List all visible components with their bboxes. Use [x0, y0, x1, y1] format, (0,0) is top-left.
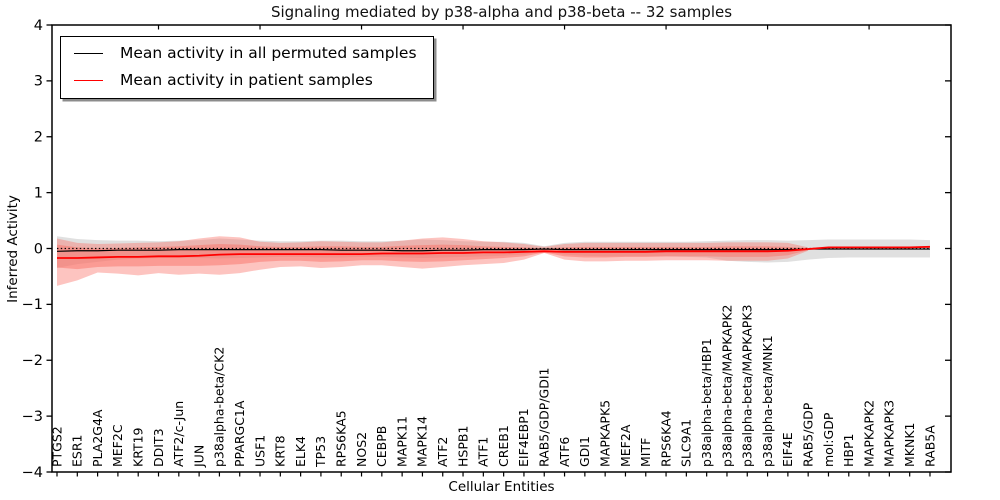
y-tick-label: −2: [22, 353, 43, 369]
x-tick-label: GDI1: [577, 436, 592, 467]
x-tick-label: p38alpha-beta/MAPKAPK3: [740, 305, 755, 468]
x-tick-label: HSPB1: [455, 426, 470, 467]
x-tick-label: MAPK14: [415, 416, 430, 467]
x-tick-label: MKNK1: [902, 423, 917, 467]
y-tick-label: −1: [22, 297, 43, 313]
x-tick-label: USF1: [252, 435, 267, 467]
permuted-mean-line: [56, 248, 930, 252]
y-tick-label: 3: [34, 74, 43, 90]
y-tick-label: 2: [34, 130, 43, 146]
x-tick-label: ATF6: [557, 437, 572, 467]
legend-label-patient: Mean activity in patient samples: [120, 71, 373, 89]
y-tick-label: −4: [22, 465, 43, 481]
x-tick-label: p38alpha-beta/MAPKAPK2: [719, 305, 734, 468]
x-tick-label: MITF: [638, 438, 653, 467]
chart-title: Signaling mediated by p38-alpha and p38-…: [270, 3, 733, 21]
x-tick-label: mol:GDP: [821, 412, 836, 467]
y-tick-label: −3: [22, 409, 43, 425]
x-tick-label: EIF4E: [780, 432, 795, 467]
y-axis-label: Inferred Activity: [5, 195, 21, 303]
x-tick-label: ELK4: [293, 436, 308, 467]
x-tick-label: HBP1: [841, 434, 856, 467]
x-tick-label: EIF4EBP1: [516, 408, 531, 467]
x-tick-label: DDIT3: [151, 428, 166, 467]
x-tick-label: RPS6KA4: [658, 410, 673, 467]
x-tick-label: TP53: [313, 436, 328, 468]
patient-line-swatch: [74, 79, 103, 81]
x-tick-label: RAB5/GDP: [800, 402, 815, 467]
x-tick-label: NOS2: [354, 432, 369, 467]
legend-item-patient: Mean activity in patient samples: [74, 71, 417, 89]
x-tick-label: PLA2G4A: [90, 409, 105, 467]
y-tick-label: 1: [34, 185, 43, 201]
permuted-line-swatch: [74, 52, 103, 54]
x-tick-label: PPARGC1A: [232, 400, 247, 467]
x-tick-label: ATF2: [435, 437, 450, 467]
x-tick-label: MAPKAPK2: [861, 400, 876, 467]
x-tick-label: MAPKAPK3: [882, 400, 897, 467]
x-tick-label: ESR1: [70, 435, 85, 467]
x-tick-label: ATF2/c-Jun: [171, 401, 186, 467]
x-tick-label: RAB5/GDP/GDI1: [537, 368, 552, 467]
x-tick-label: p38alpha-beta/CK2: [212, 347, 227, 467]
x-axis-label: Cellular Entities: [448, 479, 555, 495]
patient-mean-line: [57, 245, 931, 259]
legend-item-permuted: Mean activity in all permuted samples: [74, 44, 417, 62]
y-tick-label: 4: [34, 18, 43, 34]
x-tick-label: MAPK11: [394, 416, 409, 467]
legend-label-permuted: Mean activity in all permuted samples: [120, 44, 417, 62]
y-tick-label: 0: [34, 241, 43, 257]
x-tick-label: RPS6KA5: [334, 410, 349, 467]
x-tick-label: p38alpha-beta/MNK1: [760, 335, 775, 467]
x-tick-label: KRT8: [273, 435, 288, 467]
x-tick-label: KRT19: [131, 427, 146, 467]
x-tick-label: SLC9A1: [679, 419, 694, 467]
legend: Mean activity in all permuted samples Me…: [60, 36, 434, 99]
x-tick-label: ATF1: [476, 437, 491, 467]
x-tick-label: RAB5A: [922, 425, 937, 467]
x-tick-label: JUN: [191, 445, 206, 468]
x-tick-label: p38alpha-beta/HBP1: [699, 338, 714, 467]
x-tick-label: PTGS2: [49, 426, 64, 467]
x-tick-label: MAPKAPK5: [597, 400, 612, 467]
x-tick-label: MEF2A: [618, 424, 633, 467]
x-tick-label: CEBPB: [374, 426, 389, 467]
x-tick-label: CREB1: [496, 425, 511, 467]
x-tick-label: MEF2C: [110, 424, 125, 467]
band-patient-inner-range: [57, 244, 809, 270]
